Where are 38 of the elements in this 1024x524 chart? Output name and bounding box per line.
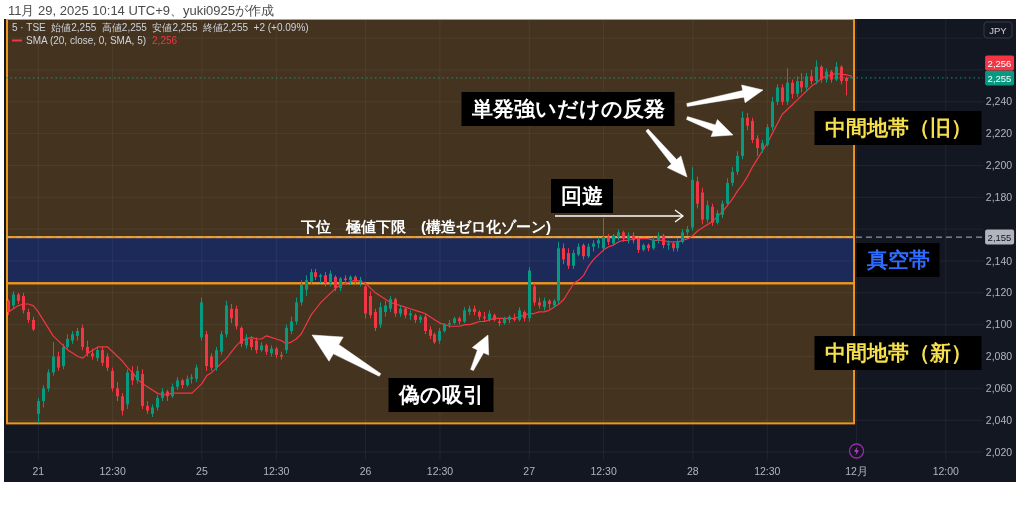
xtick-label: 12:30: [590, 465, 617, 477]
xtick-label: 12:30: [754, 465, 781, 477]
xtick-label: 12:00: [932, 465, 959, 477]
ytick-label: 2,040: [985, 413, 1013, 426]
xtick-label: 12月: [845, 465, 868, 477]
xtick-label: 27: [523, 465, 536, 477]
price-tag: 2,155: [984, 229, 1015, 245]
ytick-label: 2,140: [985, 254, 1013, 267]
ytick-label: 2,080: [985, 350, 1013, 363]
ytick-label: 2,120: [985, 286, 1013, 299]
xtick-label: 26: [359, 465, 372, 477]
ytick-label: 2,060: [985, 381, 1013, 394]
annotation: 単発強いだけの反発: [461, 92, 675, 126]
band-label: 中間地帯（新）: [814, 336, 982, 371]
xtick-label: 12:30: [426, 465, 454, 477]
ytick-label: 2,020: [985, 445, 1013, 458]
price-tag: 2,255: [984, 70, 1015, 86]
ytick-label: 2,240: [985, 95, 1013, 108]
ytick-label: 2,100: [985, 318, 1013, 331]
annotation: 回遊: [551, 179, 613, 213]
xtick-label: 21: [32, 465, 45, 477]
annotation: 偽の吸引: [388, 378, 494, 412]
title: 11月 29, 2025 10:14 UTC+9、yuki0925が作成: [8, 3, 275, 18]
xtick-label: 12:30: [263, 465, 290, 477]
band-label: 真空帯: [856, 243, 940, 278]
price-tag: 2,256: [984, 55, 1015, 71]
subtitle: 5 · TSE 始値2,255 高値2,255 安値2,255 終値2,255 +2 (+0.09%): [12, 22, 309, 33]
legend-name: SMA (20, close, 0, SMA, 5): [26, 35, 147, 46]
legend-value: 2,256: [152, 35, 178, 46]
xtick-label: 28: [687, 465, 699, 477]
band-label: 中間地帯（旧）: [814, 111, 982, 146]
ytick-label: 2,200: [985, 159, 1013, 172]
xtick-label: 12:30: [99, 465, 126, 477]
currency-label: JPY: [989, 24, 1007, 36]
ytick-label: 2,220: [985, 127, 1013, 140]
xtick-label: 25: [196, 465, 208, 477]
line-label: 下位 極値下限 (構造ゼロ化ゾーン): [301, 218, 551, 236]
ytick-label: 2,180: [985, 190, 1013, 203]
